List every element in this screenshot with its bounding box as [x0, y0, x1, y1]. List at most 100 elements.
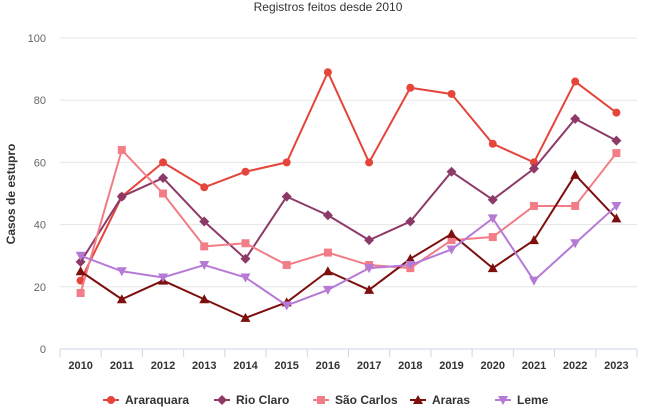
chart-subtitle: Registros feitos desde 2010: [254, 0, 403, 14]
x-tick-label: 2014: [233, 360, 258, 372]
data-point-rio-claro[interactable]: [570, 113, 581, 124]
data-point-rio-claro[interactable]: [405, 216, 416, 227]
data-point-araraquara[interactable]: [323, 68, 332, 77]
data-point-sao-carlos[interactable]: [447, 236, 456, 245]
y-tick-label: 80: [34, 95, 46, 107]
legend-item-araras[interactable]: Araras: [410, 393, 470, 407]
x-tick-label: 2018: [398, 360, 422, 372]
y-tick-label: 60: [34, 157, 46, 169]
data-point-sao-carlos[interactable]: [612, 149, 621, 158]
series-araras: [75, 169, 622, 322]
data-point-rio-claro[interactable]: [446, 166, 457, 177]
data-point-leme[interactable]: [364, 264, 375, 274]
data-point-araras[interactable]: [611, 213, 622, 223]
data-point-rio-claro[interactable]: [116, 191, 127, 202]
data-point-araraquara[interactable]: [365, 158, 374, 167]
data-point-araras[interactable]: [199, 294, 210, 304]
data-point-araraquara[interactable]: [200, 183, 209, 192]
data-point-sao-carlos[interactable]: [529, 201, 538, 210]
data-point-rio-claro[interactable]: [281, 191, 292, 202]
legend-item-rio-claro[interactable]: Rio Claro: [214, 393, 289, 407]
data-point-araraquara[interactable]: [612, 108, 621, 117]
data-point-rio-claro[interactable]: [158, 172, 169, 183]
data-point-leme[interactable]: [75, 251, 86, 261]
data-point-araraquara[interactable]: [571, 77, 580, 86]
data-point-araraquara[interactable]: [241, 167, 250, 176]
data-point-araras[interactable]: [322, 266, 333, 276]
series-rio-claro: [75, 113, 622, 267]
legend-marker[interactable]: [217, 395, 227, 405]
data-point-rio-claro[interactable]: [199, 216, 210, 227]
data-point-araras[interactable]: [405, 253, 416, 263]
data-point-rio-claro[interactable]: [364, 235, 375, 246]
data-point-rio-claro[interactable]: [487, 194, 498, 205]
data-point-araraquara[interactable]: [282, 158, 291, 167]
data-point-leme[interactable]: [405, 261, 416, 271]
data-point-araraquara[interactable]: [406, 83, 415, 92]
data-point-araras[interactable]: [528, 235, 539, 245]
legend-item-leme[interactable]: Leme: [495, 393, 549, 407]
y-tick-label: 100: [28, 33, 46, 45]
data-point-araraquara[interactable]: [159, 158, 168, 167]
y-axis-ticks: 0 20 40 60 80 100: [28, 33, 46, 356]
series-line-araraquara: [79, 71, 617, 282]
data-point-araras[interactable]: [116, 294, 127, 304]
legend-label: São Carlos: [335, 393, 398, 407]
data-point-rio-claro[interactable]: [75, 256, 86, 267]
legend-marker[interactable]: [317, 396, 325, 404]
data-point-sao-carlos[interactable]: [200, 242, 209, 251]
data-point-araras[interactable]: [446, 228, 457, 238]
x-tick-label: 2023: [604, 360, 628, 372]
x-tick-label: 2013: [192, 360, 216, 372]
data-point-leme[interactable]: [158, 273, 169, 283]
data-point-rio-claro[interactable]: [240, 253, 251, 264]
data-point-rio-claro[interactable]: [322, 210, 333, 221]
data-point-sao-carlos[interactable]: [571, 201, 580, 210]
y-tick-label: 40: [34, 220, 46, 232]
data-point-leme[interactable]: [116, 267, 127, 277]
data-point-sao-carlos[interactable]: [282, 261, 291, 270]
data-point-sao-carlos[interactable]: [323, 248, 332, 257]
data-point-leme[interactable]: [528, 276, 539, 286]
series-leme: [75, 201, 622, 311]
legend-marker[interactable]: [413, 395, 423, 404]
x-tick-label: 2010: [68, 360, 92, 372]
data-point-araraquara[interactable]: [488, 139, 497, 148]
data-point-leme[interactable]: [487, 214, 498, 224]
data-point-leme[interactable]: [611, 201, 622, 211]
data-point-sao-carlos[interactable]: [488, 233, 497, 242]
legend-label: Rio Claro: [236, 393, 289, 407]
x-tick-label: 2021: [522, 360, 546, 372]
data-point-araras[interactable]: [75, 266, 86, 276]
series-line-leme: [80, 205, 618, 307]
data-point-araras[interactable]: [240, 312, 251, 322]
data-point-rio-claro[interactable]: [528, 163, 539, 174]
y-axis-title: Casos de estupro: [4, 144, 18, 245]
data-point-sao-carlos[interactable]: [241, 239, 250, 248]
data-point-leme[interactable]: [570, 239, 581, 249]
data-point-sao-carlos[interactable]: [117, 145, 126, 154]
data-point-leme[interactable]: [281, 301, 292, 311]
data-point-rio-claro[interactable]: [611, 135, 622, 146]
data-point-araraquara[interactable]: [447, 89, 456, 98]
legend-marker[interactable]: [498, 396, 508, 405]
x-tick-label: 2016: [316, 360, 340, 372]
data-point-leme[interactable]: [322, 285, 333, 295]
series-group: [75, 68, 622, 322]
data-point-leme[interactable]: [240, 273, 251, 283]
data-point-leme[interactable]: [199, 261, 210, 271]
data-point-araras[interactable]: [570, 169, 581, 179]
legend-marker[interactable]: [107, 396, 115, 404]
legend-item-sao-carlos[interactable]: São Carlos: [313, 393, 398, 407]
x-axis: 2010 2011 2012 2013 2014 2015 2016 2017 2018 2019…: [59, 348, 638, 372]
data-point-leme[interactable]: [446, 245, 457, 255]
data-point-sao-carlos[interactable]: [159, 189, 168, 198]
legend-item-araraquara[interactable]: Araraquara: [103, 393, 189, 407]
data-point-araraquara[interactable]: [529, 158, 538, 167]
data-point-araras[interactable]: [364, 284, 375, 294]
x-tick-label: 2022: [563, 360, 587, 372]
data-point-sao-carlos[interactable]: [76, 289, 85, 298]
y-tick-label: 20: [34, 282, 46, 294]
data-point-araras[interactable]: [487, 263, 498, 273]
